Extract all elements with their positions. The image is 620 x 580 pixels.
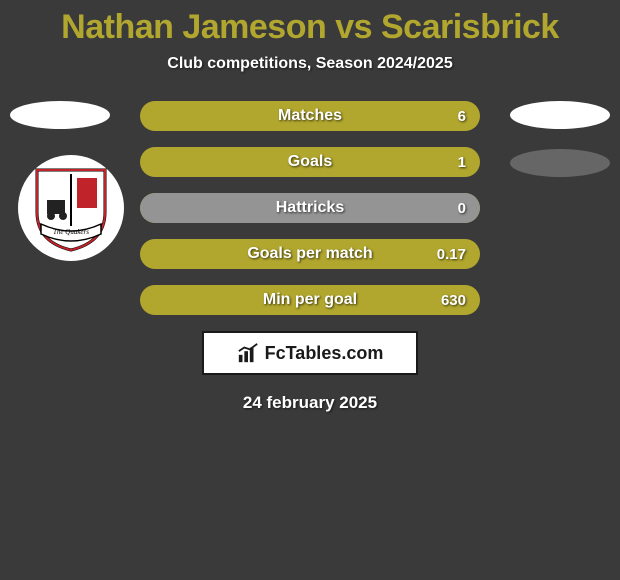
brand-text: FcTables.com — [265, 343, 384, 364]
comparison-container: The Quakers Matches6 Goals1 Hattricks0 Goal… — [0, 101, 620, 315]
stat-bar-label: Goals — [140, 147, 480, 177]
title-player2: Scarisbrick — [381, 8, 559, 46]
right-player-marker-1 — [510, 101, 610, 129]
club-badge: The Quakers — [18, 155, 124, 261]
stat-bar-value: 630 — [441, 285, 466, 315]
subtitle: Club competitions, Season 2024/2025 — [0, 55, 620, 73]
stat-bar: Goals1 — [140, 147, 480, 177]
stat-bars: Matches6Goals1Hattricks0Goals per match0… — [140, 101, 480, 315]
stat-bar-label: Min per goal — [140, 285, 480, 315]
stat-bar: Min per goal630 — [140, 285, 480, 315]
page-title: Nathan Jameson vs Scarisbrick — [0, 0, 620, 47]
stat-bar: Hattricks0 — [140, 193, 480, 223]
stat-bar-value: 1 — [458, 147, 466, 177]
stat-bar: Goals per match0.17 — [140, 239, 480, 269]
stat-bar-value: 0.17 — [437, 239, 466, 269]
title-player1: Nathan Jameson — [61, 8, 326, 46]
stat-bar-label: Hattricks — [140, 193, 480, 223]
left-player-marker — [10, 101, 110, 129]
stat-bar: Matches6 — [140, 101, 480, 131]
stat-bar-value: 6 — [458, 101, 466, 131]
date-label: 24 february 2025 — [0, 393, 620, 413]
shield-icon: The Quakers — [33, 164, 109, 252]
badge-banner-text: The Quakers — [53, 228, 89, 236]
stat-bar-label: Matches — [140, 101, 480, 131]
right-player-marker-2 — [510, 149, 610, 177]
bar-chart-icon — [237, 342, 259, 364]
stat-bar-label: Goals per match — [140, 239, 480, 269]
stat-bar-value: 0 — [458, 193, 466, 223]
title-vs: vs — [335, 8, 372, 46]
brand-box[interactable]: FcTables.com — [202, 331, 418, 375]
